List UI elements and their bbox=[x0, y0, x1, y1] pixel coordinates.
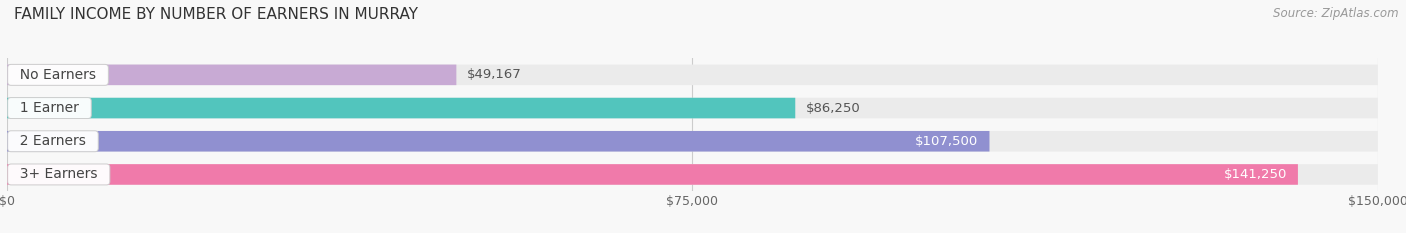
FancyBboxPatch shape bbox=[7, 131, 990, 151]
FancyBboxPatch shape bbox=[7, 98, 796, 118]
FancyBboxPatch shape bbox=[7, 65, 457, 85]
FancyBboxPatch shape bbox=[7, 131, 1378, 151]
FancyBboxPatch shape bbox=[7, 98, 1378, 118]
Text: $107,500: $107,500 bbox=[915, 135, 979, 148]
FancyBboxPatch shape bbox=[7, 65, 1378, 85]
FancyBboxPatch shape bbox=[7, 164, 1298, 185]
FancyBboxPatch shape bbox=[7, 164, 1378, 185]
Text: No Earners: No Earners bbox=[11, 68, 105, 82]
Text: Source: ZipAtlas.com: Source: ZipAtlas.com bbox=[1274, 7, 1399, 20]
Text: $141,250: $141,250 bbox=[1223, 168, 1286, 181]
Text: 3+ Earners: 3+ Earners bbox=[11, 168, 107, 182]
Text: $49,167: $49,167 bbox=[467, 68, 522, 81]
Text: 1 Earner: 1 Earner bbox=[11, 101, 87, 115]
Text: $86,250: $86,250 bbox=[806, 102, 860, 115]
Text: 2 Earners: 2 Earners bbox=[11, 134, 94, 148]
Text: FAMILY INCOME BY NUMBER OF EARNERS IN MURRAY: FAMILY INCOME BY NUMBER OF EARNERS IN MU… bbox=[14, 7, 418, 22]
